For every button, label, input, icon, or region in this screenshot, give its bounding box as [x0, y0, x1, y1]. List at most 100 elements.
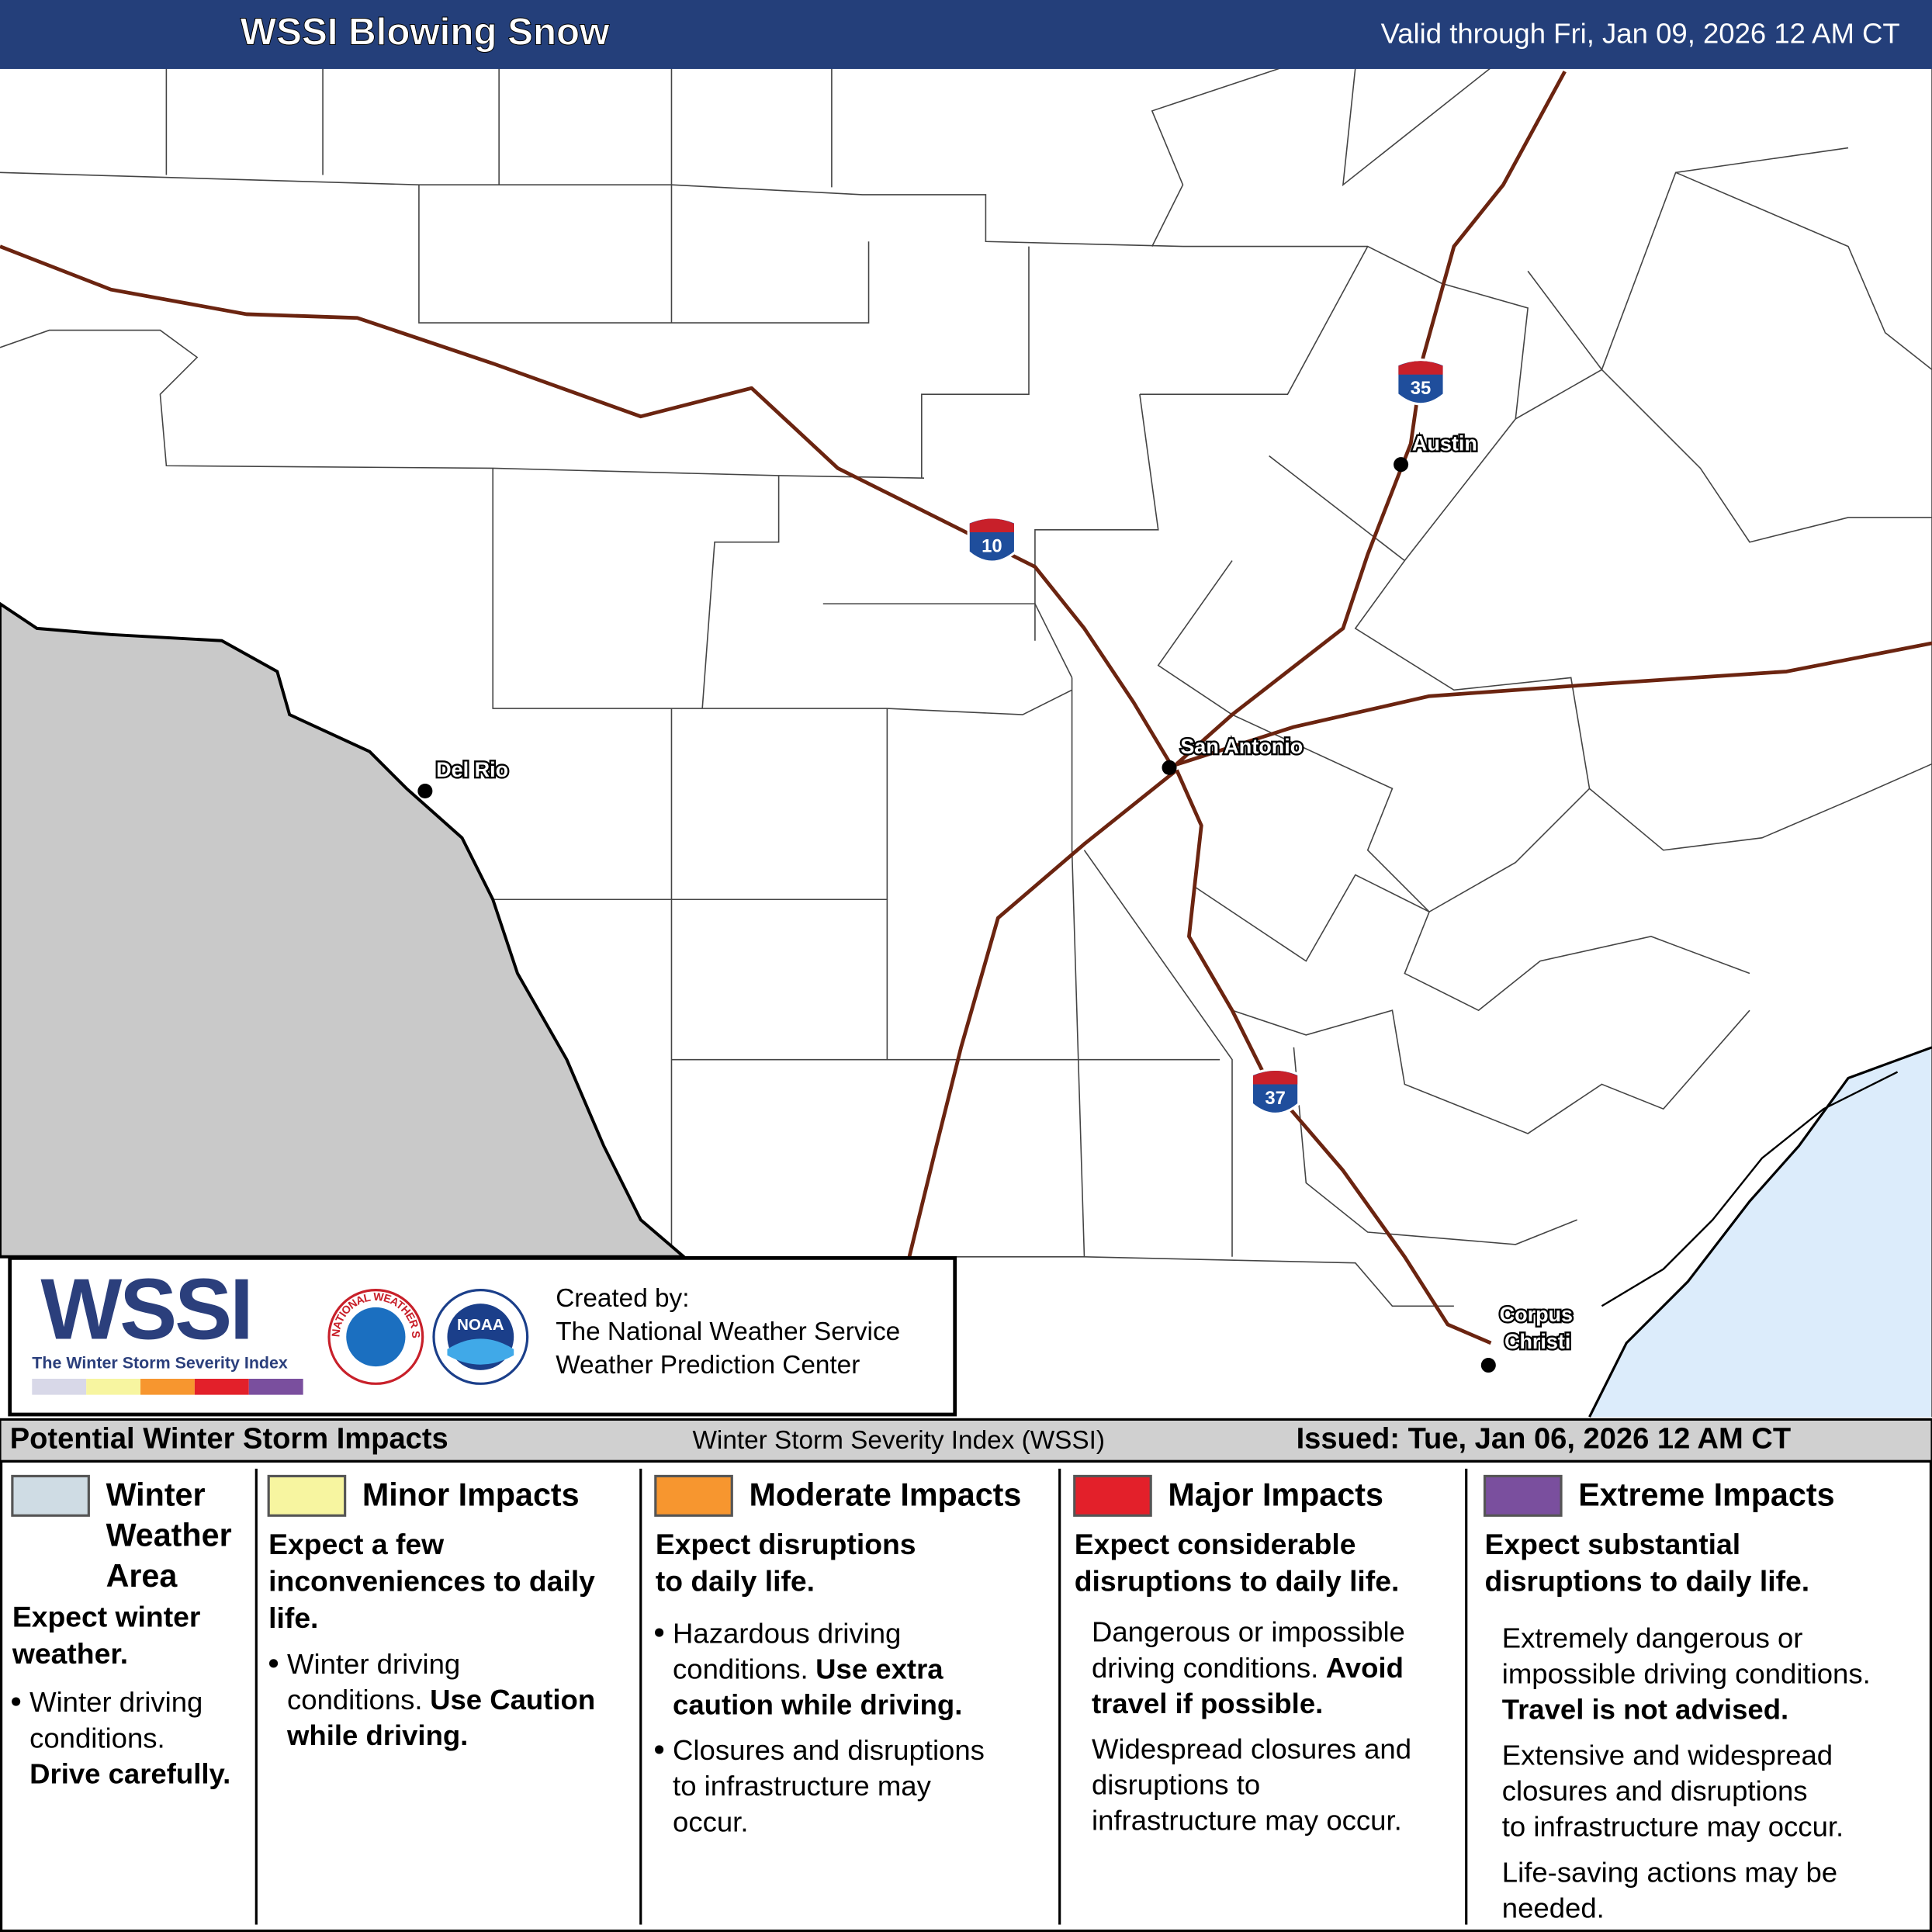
color-bar: [194, 1378, 249, 1395]
impact-detail-bold: while driving.: [286, 1719, 468, 1751]
impact-summary: Expect considerable: [1075, 1528, 1356, 1560]
interstate-label: 10: [982, 535, 1002, 556]
impact-detail: Winter driving: [29, 1686, 203, 1718]
impact-detail-line: Widespread closures and: [1092, 1733, 1411, 1764]
impact-name: Winter: [106, 1477, 206, 1512]
impact-detail-line: to infrastructure may: [673, 1770, 932, 1802]
impact-detail-bold: travel if possible.: [1092, 1687, 1323, 1719]
color-bar: [86, 1378, 141, 1395]
impact-detail-bold: Use extra: [815, 1653, 943, 1684]
impact-detail-line: while driving.: [286, 1719, 468, 1751]
city-label-line: Christi: [1504, 1330, 1570, 1353]
impact-name: Moderate Impacts: [750, 1477, 1022, 1512]
impact-summary: Expect substantial: [1485, 1528, 1741, 1560]
impact-detail: Extremely dangerous or: [1502, 1622, 1803, 1653]
impact-detail-bold: Use Caution: [430, 1684, 595, 1716]
impact-swatch: [1483, 1474, 1563, 1517]
impact-detail: Life-saving actions may be: [1502, 1856, 1837, 1888]
city-label: San Antonio: [1180, 735, 1303, 758]
shield-top: [1253, 1070, 1298, 1085]
impact-detail-line: Drive carefully.: [29, 1757, 230, 1789]
impact-name: Area: [106, 1558, 178, 1594]
impact-detail-line: needed.: [1502, 1892, 1605, 1923]
impact-detail-line: driving conditions. Avoid: [1092, 1651, 1404, 1683]
impact-detail-line: Winter driving: [287, 1648, 460, 1680]
impact-summary: Expect winter: [12, 1601, 201, 1633]
county-lines: [0, 67, 1932, 1418]
credit: Created by:: [556, 1284, 689, 1313]
map: [0, 67, 1932, 1418]
impact-detail-line: to infrastructure may occur.: [1502, 1810, 1844, 1842]
impact-detail: Hazardous driving: [673, 1617, 901, 1649]
impact-summary: Expect disruptions: [656, 1528, 916, 1560]
impact-name: Weather: [106, 1518, 232, 1553]
impact-summary: disruptions to daily life.: [1485, 1564, 1810, 1597]
impact-swatch: [11, 1474, 90, 1517]
shield-top: [1398, 361, 1443, 375]
nws-seal-center: [346, 1307, 406, 1367]
color-bar: [248, 1378, 303, 1395]
coastline: [1588, 1046, 1932, 1418]
valid-time: Valid through Fri, Jan 09, 2026 12 AM CT: [1381, 18, 1900, 50]
ocean: [1589, 1047, 1932, 1418]
city-dot: [1162, 760, 1177, 775]
impact-detail: to infrastructure may occur.: [1502, 1810, 1844, 1842]
impact-detail: impossible driving conditions.: [1502, 1657, 1871, 1689]
impact-detail: Winter driving: [287, 1648, 460, 1680]
impact-detail: needed.: [1502, 1892, 1605, 1923]
highway: [0, 244, 1172, 765]
legend-header: [0, 1418, 1932, 1463]
legend-frame: [0, 1459, 1932, 1932]
impact-summary: to daily life.: [656, 1564, 815, 1597]
issued-time: Issued: Tue, Jan 06, 2026 12 AM CT: [1297, 1422, 1792, 1455]
impact-detail-line: conditions. Use extra: [673, 1653, 943, 1684]
credit: Weather Prediction Center: [556, 1351, 860, 1380]
bullet: [12, 1697, 21, 1706]
impact-detail: Closures and disruptions: [673, 1734, 985, 1766]
impact-detail-line: Life-saving actions may be: [1502, 1856, 1837, 1888]
title: WSSI Blowing Snow: [241, 10, 610, 53]
credit: The National Weather Service: [556, 1317, 900, 1346]
bullet: [655, 1745, 664, 1754]
wssi-wordmark: WSSI: [40, 1260, 251, 1357]
impact-swatch: [654, 1474, 733, 1517]
impact-detail-line: impossible driving conditions.: [1502, 1657, 1871, 1689]
impact-summary: inconveniences to daily: [268, 1564, 595, 1597]
impact-detail: conditions.: [287, 1684, 423, 1716]
impact-detail-line: Extensive and widespread: [1502, 1739, 1833, 1771]
impact-detail-bold: Drive carefully.: [29, 1757, 230, 1789]
legend-subtitle: Winter Storm Severity Index (WSSI): [692, 1426, 1105, 1455]
impact-detail-line: infrastructure may occur.: [1092, 1804, 1402, 1836]
impact-name: Extreme Impacts: [1578, 1477, 1834, 1512]
impact-detail-line: conditions.: [29, 1722, 165, 1754]
impact-detail: conditions.: [29, 1722, 165, 1754]
impact-detail: Extensive and widespread: [1502, 1739, 1833, 1771]
impact-detail-line: Winter driving: [29, 1686, 203, 1718]
impact-detail-bold: Avoid: [1326, 1651, 1404, 1683]
highway: [907, 768, 1179, 1258]
impact-detail-line: Extremely dangerous or: [1502, 1622, 1803, 1653]
city-label: Austin: [1412, 431, 1477, 455]
city-dot: [417, 783, 433, 799]
city-dot: [1480, 1357, 1496, 1373]
bullet: [655, 1628, 664, 1637]
noaa-seal-text: NOAA: [457, 1316, 504, 1334]
impact-detail: occur.: [673, 1806, 748, 1837]
bullet: [268, 1659, 279, 1668]
impact-swatch: [267, 1474, 347, 1517]
impact-name: Minor Impacts: [362, 1477, 580, 1512]
impact-detail: conditions.: [673, 1653, 808, 1684]
impact-summary: Expect a few: [268, 1528, 445, 1560]
impact-detail-line: Travel is not advised.: [1502, 1693, 1788, 1725]
impact-detail-line: disruptions to: [1092, 1768, 1260, 1800]
impact-detail: disruptions to: [1092, 1768, 1260, 1800]
impact-name: Major Impacts: [1168, 1477, 1383, 1512]
noaa-wave: [447, 1338, 514, 1365]
impact-detail-line: Hazardous driving: [673, 1617, 901, 1649]
legend-dividers: [254, 1468, 1468, 1925]
impact-detail: infrastructure may occur.: [1092, 1804, 1402, 1836]
impact-detail: closures and disruptions: [1502, 1774, 1808, 1806]
impact-detail-line: closures and disruptions: [1502, 1774, 1808, 1806]
highway: [1175, 70, 1567, 766]
